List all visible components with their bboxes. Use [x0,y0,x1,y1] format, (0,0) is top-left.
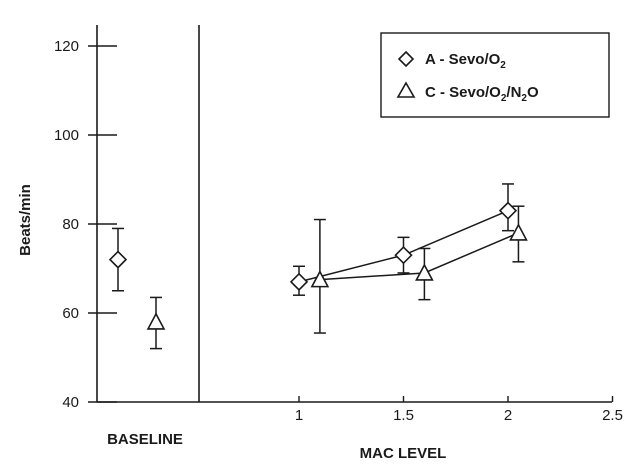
y-tick-label: 40 [62,394,79,411]
series-a-point-0-marker [289,272,309,291]
y-tick-label: 60 [62,305,79,322]
legend-diamond-icon [397,50,415,68]
legend-entry-a: A - Sevo/O2 [425,51,506,71]
series-lines [298,209,519,283]
y-tick-label: 80 [62,216,79,233]
x-tick-label: 1.5 [393,407,414,424]
y-axis-title: Beats/min [17,184,34,256]
series-c-point-1-marker [415,263,434,281]
series-c-baseline-marker [146,312,166,330]
data-markers [108,201,528,330]
series-c-point-2-marker [509,223,528,241]
series-c-line [319,232,519,281]
x-axis: 1 1.5 2 2.5 [97,396,623,424]
series-a-point-2-marker [498,201,518,220]
x-tick-label: 2.5 [602,407,623,424]
y-tick-label: 100 [54,127,79,144]
x-tick-label: 2 [504,407,512,424]
x-tick-label: 1 [295,407,303,424]
legend-triangle-icon [396,81,416,98]
y-axis: 40 60 80 100 120 [54,25,117,411]
series-a-baseline-marker [108,250,128,269]
x-axis-title: MAC LEVEL [360,445,447,462]
series-a-point-1-marker [394,246,413,265]
legend: A - Sevo/O2 C - Sevo/O2/N2O [380,32,610,118]
y-tick-label: 120 [54,38,79,55]
error-bars [112,183,525,350]
legend-box [380,32,610,118]
legend-entry-c: C - Sevo/O2/N2O [425,84,539,104]
series-c-point-0-marker [310,269,330,288]
baseline-label: BASELINE [107,431,183,448]
